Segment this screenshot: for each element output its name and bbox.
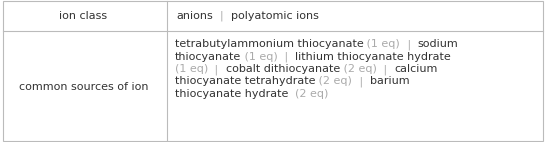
Text: |: | — [403, 39, 418, 50]
Text: calcium: calcium — [394, 64, 438, 74]
Text: |: | — [380, 64, 394, 75]
Text: sodium: sodium — [418, 39, 459, 49]
Text: |: | — [355, 76, 370, 87]
Text: anions: anions — [176, 11, 213, 21]
Text: (1 eq): (1 eq) — [241, 52, 281, 62]
Text: (1 eq): (1 eq) — [175, 64, 211, 74]
Text: lithium thiocyanate hydrate: lithium thiocyanate hydrate — [295, 52, 451, 62]
Text: barium: barium — [370, 76, 410, 86]
Text: thiocyanate hydrate: thiocyanate hydrate — [175, 89, 288, 99]
Text: |: | — [281, 52, 295, 62]
Text: (2 eq): (2 eq) — [340, 64, 380, 74]
Text: polyatomic ions: polyatomic ions — [231, 11, 319, 21]
Text: (1 eq): (1 eq) — [364, 39, 403, 49]
Text: thiocyanate tetrahydrate: thiocyanate tetrahydrate — [175, 76, 315, 86]
Text: thiocyanate: thiocyanate — [175, 52, 241, 62]
Text: (2 eq): (2 eq) — [288, 89, 329, 99]
Text: tetrabutylammonium thiocyanate: tetrabutylammonium thiocyanate — [175, 39, 364, 49]
Text: |: | — [211, 64, 225, 75]
Text: ion class: ion class — [59, 11, 108, 21]
Text: common sources of ion: common sources of ion — [19, 82, 148, 92]
Text: cobalt dithiocyanate: cobalt dithiocyanate — [225, 64, 340, 74]
Text: (2 eq): (2 eq) — [315, 76, 355, 86]
Text: |: | — [213, 10, 231, 21]
